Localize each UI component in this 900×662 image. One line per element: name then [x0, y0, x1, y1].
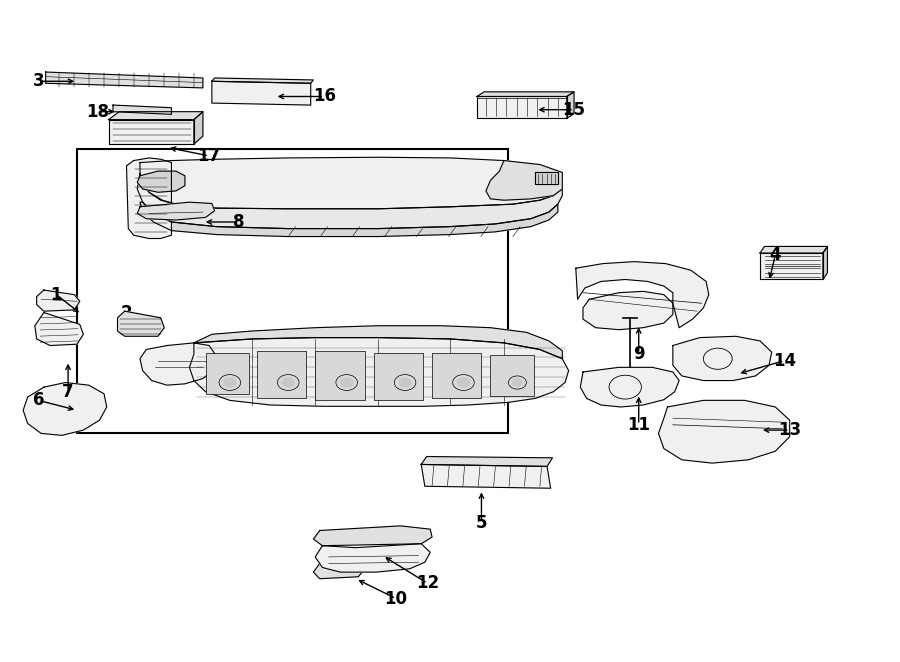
Text: 17: 17: [198, 147, 220, 165]
Text: 2: 2: [121, 303, 132, 322]
Bar: [315, 351, 365, 401]
Polygon shape: [212, 78, 313, 83]
Polygon shape: [138, 202, 214, 220]
Polygon shape: [315, 544, 430, 572]
Polygon shape: [421, 457, 553, 467]
Polygon shape: [140, 202, 558, 236]
Polygon shape: [23, 383, 107, 436]
Polygon shape: [760, 246, 827, 253]
Polygon shape: [138, 173, 562, 228]
Circle shape: [512, 379, 523, 387]
Polygon shape: [313, 526, 432, 547]
Text: 15: 15: [562, 101, 586, 118]
Polygon shape: [113, 105, 171, 115]
Polygon shape: [127, 158, 171, 238]
Polygon shape: [212, 81, 310, 105]
Text: 7: 7: [62, 383, 74, 401]
Text: 9: 9: [633, 345, 644, 363]
Text: 16: 16: [312, 87, 336, 105]
Polygon shape: [194, 326, 562, 359]
Bar: [205, 353, 248, 394]
Text: 8: 8: [233, 213, 245, 231]
Circle shape: [399, 378, 411, 387]
Polygon shape: [580, 367, 680, 407]
Polygon shape: [37, 290, 80, 311]
Text: 6: 6: [32, 391, 44, 409]
Polygon shape: [536, 173, 558, 184]
Polygon shape: [140, 343, 216, 385]
Polygon shape: [477, 92, 574, 97]
Polygon shape: [421, 465, 551, 489]
Polygon shape: [567, 92, 574, 118]
Text: 12: 12: [416, 575, 439, 592]
Circle shape: [340, 378, 353, 387]
Polygon shape: [189, 338, 569, 406]
Polygon shape: [35, 312, 84, 346]
Polygon shape: [138, 171, 184, 192]
Text: 1: 1: [50, 286, 62, 304]
Bar: [256, 351, 306, 399]
Polygon shape: [659, 401, 789, 463]
Polygon shape: [313, 561, 365, 579]
Polygon shape: [46, 72, 203, 88]
Text: 4: 4: [770, 246, 781, 264]
Polygon shape: [140, 158, 562, 209]
Polygon shape: [823, 246, 827, 279]
Polygon shape: [760, 253, 823, 279]
Circle shape: [223, 378, 237, 387]
Bar: [77, 150, 508, 434]
Polygon shape: [477, 97, 567, 118]
Polygon shape: [194, 112, 202, 144]
Text: 13: 13: [778, 421, 801, 439]
Circle shape: [282, 378, 294, 387]
Text: 14: 14: [773, 352, 796, 370]
Polygon shape: [673, 336, 771, 381]
Text: 10: 10: [384, 590, 408, 608]
Polygon shape: [118, 311, 164, 336]
Polygon shape: [583, 291, 673, 330]
Circle shape: [457, 378, 470, 387]
Bar: [374, 353, 423, 401]
Polygon shape: [486, 161, 562, 200]
Polygon shape: [109, 120, 194, 144]
Polygon shape: [576, 261, 709, 328]
Text: 3: 3: [32, 72, 44, 90]
Text: 5: 5: [476, 514, 487, 532]
Bar: [491, 355, 534, 396]
Text: 18: 18: [86, 103, 109, 120]
Bar: [432, 354, 482, 399]
Text: 11: 11: [627, 416, 650, 434]
Polygon shape: [109, 112, 202, 120]
